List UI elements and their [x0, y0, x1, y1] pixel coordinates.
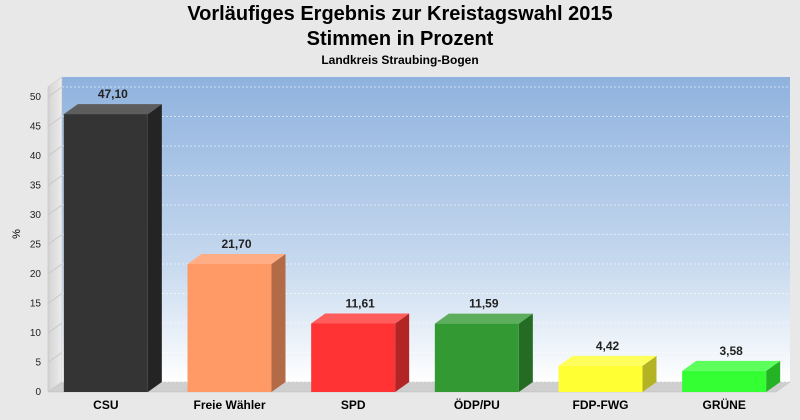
- bar-side: [147, 104, 162, 393]
- category-label: FDP-FWG: [573, 398, 629, 412]
- bar-front: [434, 323, 519, 392]
- y-tick-label: 0: [35, 387, 41, 398]
- category-label: GRÜNE: [702, 397, 745, 412]
- grid-line-wall: [47, 293, 63, 304]
- bar-top: [311, 313, 410, 324]
- bars: 47,10 21,70 11,61 11,59 4,42 3,58: [63, 87, 781, 393]
- bar-ödp-pu: 11,59: [434, 297, 533, 392]
- bar-front: [311, 323, 396, 392]
- y-tick-label: 5: [35, 358, 41, 369]
- bar-top: [63, 104, 162, 115]
- bar-top: [558, 355, 657, 366]
- bar-side: [766, 360, 781, 392]
- bar-value-label: 11,61: [345, 297, 375, 311]
- grid-line-wall: [47, 381, 63, 393]
- bar-side: [395, 313, 410, 392]
- chart-title-line2: Stimmen in Prozent: [306, 28, 494, 50]
- y-tick-label: 15: [30, 299, 42, 310]
- bar-front: [63, 114, 148, 393]
- bar-side: [518, 313, 533, 392]
- category-label: Freie Wähler: [193, 398, 265, 412]
- chart-title: Vorläufiges Ergebnis zur Kreistagswahl 2…: [187, 3, 613, 25]
- category-label: ÖDP/PU: [454, 397, 500, 412]
- y-tick-label: 25: [30, 240, 42, 251]
- bar-value-label: 21,70: [221, 237, 251, 251]
- grid-line-wall: [47, 263, 63, 275]
- chart-subtitle: Landkreis Straubing-Bogen: [321, 53, 479, 67]
- y-axis-ticks: 0 5 10 15 20 25 30 35 40 45 50: [30, 92, 42, 398]
- grid-line-wall: [47, 204, 63, 216]
- y-tick-label: 30: [30, 210, 42, 221]
- bar-top: [187, 253, 286, 264]
- bar-csu: 47,10: [63, 87, 162, 393]
- y-tick-label: 50: [30, 92, 42, 103]
- category-label: SPD: [341, 398, 366, 412]
- grid-line-wall: [47, 116, 63, 127]
- bar-fdp-fwg: 4,42: [558, 339, 657, 392]
- bar-value-label: 11,59: [469, 297, 499, 311]
- bar-side: [642, 355, 657, 392]
- grid-line-wall: [47, 175, 63, 186]
- bar-value-label: 47,10: [98, 87, 128, 101]
- plot-back-wall: [62, 77, 790, 382]
- bar-front: [187, 263, 272, 392]
- category-labels: CSU Freie Wähler SPD ÖDP/PU FDP-FWG GRÜNE: [93, 397, 746, 412]
- bar-value-label: 4,42: [596, 339, 620, 353]
- grid-line-wall: [47, 234, 63, 245]
- bar-value-label: 3,58: [719, 344, 743, 358]
- bar-spd: 11,61: [311, 297, 410, 392]
- y-tick-label: 10: [30, 328, 42, 339]
- category-label: CSU: [93, 398, 118, 412]
- grid-lines: [47, 86, 790, 393]
- grid-line-wall: [47, 322, 63, 334]
- grid-line-wall: [47, 86, 63, 98]
- plot-left-wall: [47, 76, 63, 393]
- bar-top: [682, 360, 781, 371]
- bar-front: [682, 370, 767, 392]
- bar-top: [434, 313, 533, 324]
- y-tick-label: 45: [30, 122, 42, 133]
- y-tick-label: 40: [30, 151, 42, 162]
- y-tick-label: 35: [30, 181, 42, 192]
- y-axis-label: %: [11, 229, 23, 239]
- grid-line-wall: [47, 352, 63, 363]
- y-tick-label: 20: [30, 269, 42, 280]
- grid-line-wall: [47, 145, 63, 157]
- bar-freie-wähler: 21,70: [187, 237, 286, 392]
- bar-grüne: 3,58: [682, 344, 781, 392]
- bar-front: [558, 365, 643, 392]
- bar-side: [271, 253, 286, 392]
